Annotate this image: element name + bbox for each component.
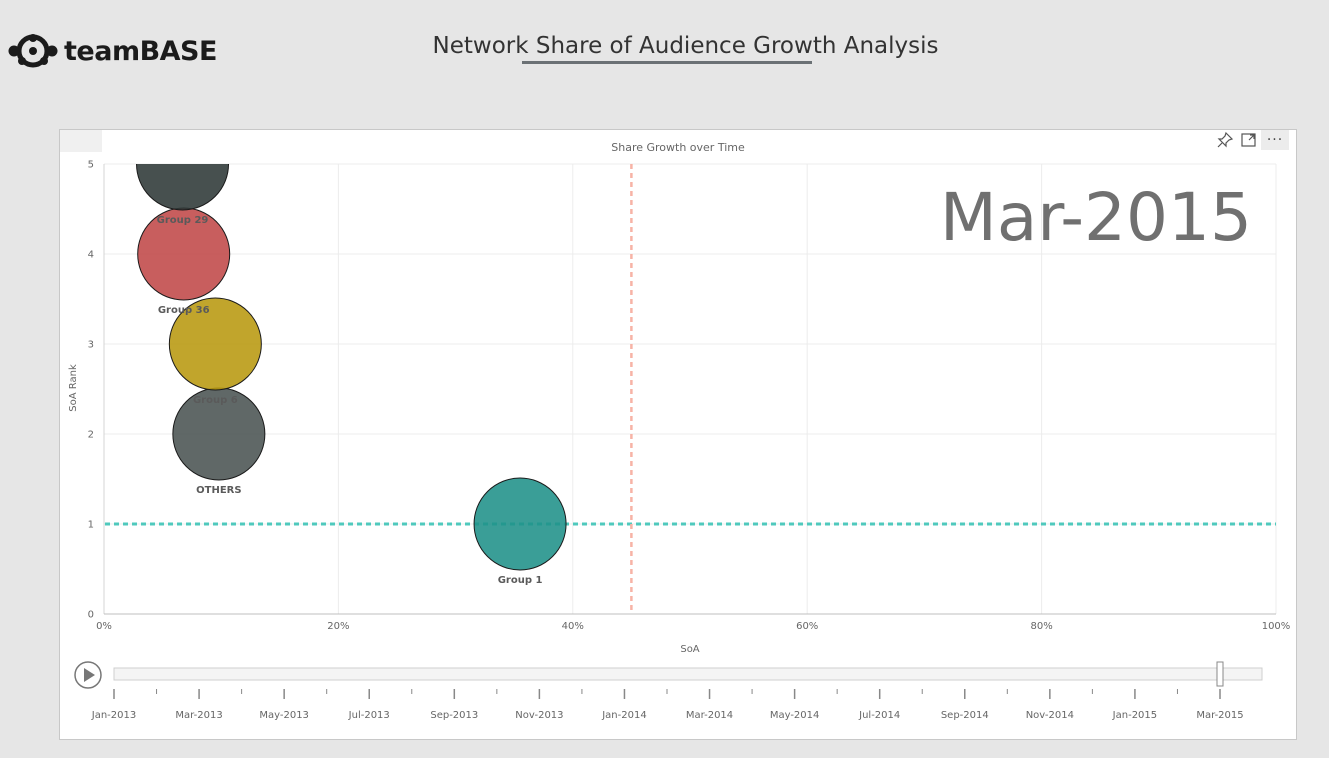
x-tick-label: 40% (562, 621, 584, 632)
timeline-label: Mar-2013 (175, 710, 222, 721)
bubble-label: Group 29 (157, 215, 209, 226)
bubble-group-6[interactable] (168, 297, 262, 391)
timeline-label: Nov-2013 (515, 710, 563, 721)
y-tick-label: 3 (88, 340, 94, 351)
visual-title: Share Growth over Time (611, 141, 745, 153)
title-underline (522, 61, 812, 64)
logo-text: teamBASE (64, 35, 217, 67)
timeline-handle[interactable] (1216, 661, 1224, 687)
timeline-label: Jul-2013 (348, 710, 390, 721)
play-icon[interactable] (84, 668, 95, 682)
bubble-label: Group 1 (498, 575, 543, 586)
more-options-icon[interactable]: ··· (1261, 130, 1289, 150)
timeline-label: May-2013 (259, 710, 309, 721)
x-tick-label: 100% (1262, 621, 1291, 632)
timeline-label: Mar-2014 (686, 710, 733, 721)
timeline-label: Mar-2015 (1196, 710, 1243, 721)
x-tick-label: 20% (327, 621, 349, 632)
bubble-group-1[interactable] (473, 477, 567, 571)
x-axis-title: SoA (680, 644, 699, 655)
y-tick-label: 0 (88, 610, 94, 621)
x-tick-label: 0% (96, 621, 112, 632)
pin-icon[interactable] (1213, 131, 1237, 149)
timeline-label: Jan-2014 (601, 710, 646, 721)
y-tick-label: 2 (88, 430, 94, 441)
visual-header-band (60, 130, 102, 152)
timeline-label: Jan-2015 (1112, 710, 1157, 721)
bubble-label: Group 6 (193, 395, 238, 406)
page-title: Network Share of Audience Growth Analysi… (432, 33, 939, 59)
visual-toolbar: ··· (1213, 130, 1289, 150)
logo-mark-icon (8, 34, 58, 68)
timeline-label: Nov-2014 (1026, 710, 1074, 721)
bubble-group-29[interactable] (136, 118, 230, 211)
timeline-label: May-2014 (770, 710, 820, 721)
timeline-label: Jul-2014 (858, 710, 900, 721)
timeline-label: Sep-2013 (430, 710, 478, 721)
play-axis-label: Mar-2015 (940, 179, 1252, 256)
timeline-label: Sep-2014 (941, 710, 989, 721)
bubble-label: Group 36 (158, 305, 210, 316)
x-tick-label: 60% (796, 621, 818, 632)
y-tick-label: 5 (88, 160, 94, 171)
y-tick-label: 4 (88, 250, 94, 261)
y-tick-label: 1 (88, 520, 94, 531)
y-axis-title: SoA Rank (68, 364, 79, 412)
teambase-logo: teamBASE (8, 34, 217, 68)
timeline-track[interactable] (113, 667, 1263, 681)
x-tick-label: 80% (1030, 621, 1052, 632)
timeline-label: Jan-2013 (91, 710, 136, 721)
bubble-label: OTHERS (196, 485, 241, 496)
expand-icon[interactable] (1237, 131, 1261, 149)
